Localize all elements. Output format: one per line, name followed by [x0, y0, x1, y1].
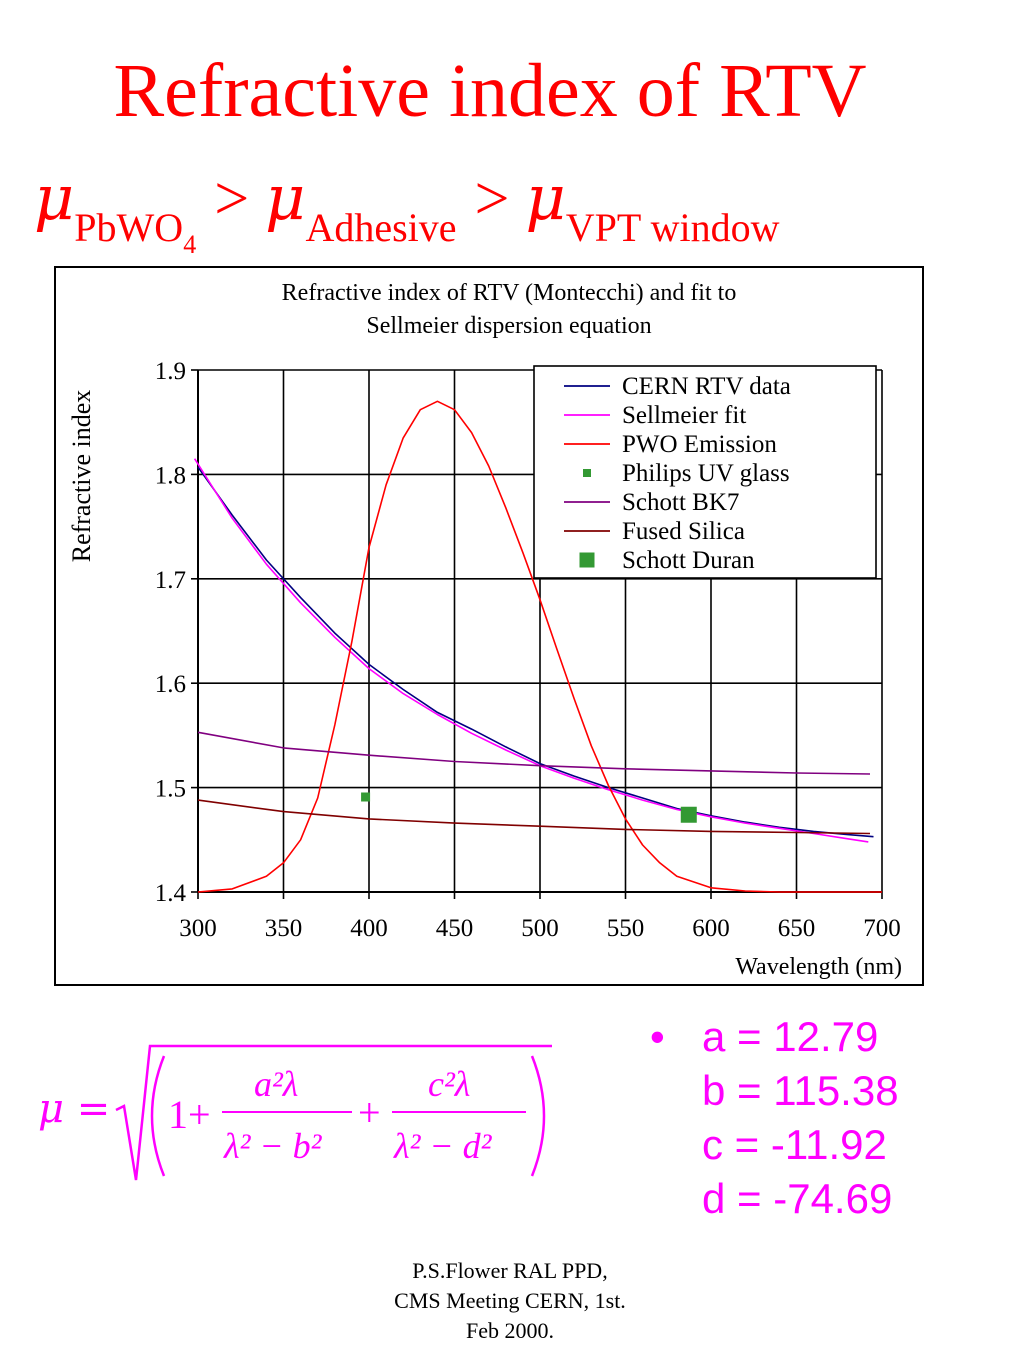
x-tick-label: 650: [778, 915, 816, 942]
adhesive-subscript: Adhesive: [305, 205, 457, 250]
credit-line-3: Feb 2000.: [466, 1318, 554, 1343]
x-axis-label: Wavelength (nm): [735, 954, 902, 980]
chart-title-line: Refractive index of RTV (Montecchi) and …: [282, 280, 737, 306]
mu-symbol: μ: [265, 161, 306, 234]
chart-frame: Refractive index of RTV (Montecchi) and …: [54, 266, 924, 986]
y-tick-label: 1.7: [155, 567, 186, 594]
y-tick-label: 1.6: [155, 671, 186, 698]
refractive-index-relation: μPbWO4> μAdhesive > μVPT window: [34, 158, 780, 285]
legend-swatch: [583, 469, 591, 477]
legend-entry: Fused Silica: [622, 518, 745, 545]
legend-entry: PWO Emission: [622, 431, 777, 458]
bullet-marker: •: [650, 1013, 665, 1060]
x-tick-label: 300: [179, 915, 217, 942]
series-line-pwo-emission: [197, 400, 882, 893]
credit-line-2: CMS Meeting CERN, 1st.: [394, 1288, 626, 1313]
x-tick-label: 400: [350, 915, 388, 942]
y-tick-label: 1.5: [155, 776, 186, 803]
slide-title: Refractive index of RTV: [113, 49, 867, 133]
param-a: a = 12.79: [702, 1013, 879, 1060]
mu-symbol: μ: [525, 161, 566, 234]
y-axis-label: Refractive index: [67, 390, 96, 563]
greater-than-symbol: >: [474, 165, 510, 233]
legend-entry: CERN RTV data: [622, 373, 791, 400]
credit-line-1: P.S.Flower RAL PPD,: [412, 1258, 608, 1283]
x-tick-label: 450: [436, 915, 474, 942]
credits: P.S.Flower RAL PPD, CMS Meeting CERN, 1s…: [340, 1256, 680, 1346]
legend-entry: Schott Duran: [622, 547, 755, 574]
vpt-window-subscript: VPT window: [565, 205, 780, 250]
pbwo-text: PbWO: [74, 205, 184, 250]
pbwo4-subscript: PbWO4: [74, 205, 196, 259]
formula-numerator-2: c²λ: [428, 1064, 470, 1104]
x-tick-label: 700: [863, 915, 901, 942]
formula-plus: +: [358, 1090, 381, 1135]
sellmeier-formula: μ = 1+ a²λ λ² − b² + c²λ λ² − d²: [38, 1044, 552, 1181]
formula-denominator-1: λ² − b²: [223, 1126, 323, 1166]
param-c: c = -11.92: [702, 1121, 887, 1168]
x-tick-label: 600: [692, 915, 730, 942]
param-d: d = -74.69: [702, 1175, 893, 1222]
data-point-philips-uv-glass: [361, 792, 371, 802]
pbwo-index: 4: [183, 230, 197, 259]
right-paren: [530, 1055, 546, 1177]
param-b: b = 115.38: [702, 1067, 899, 1114]
series-line-schott-bk7: [197, 731, 871, 775]
chart-title-line: Sellmeier dispersion equation: [366, 313, 651, 339]
left-paren: [150, 1055, 166, 1177]
x-tick-label: 500: [521, 915, 559, 942]
greater-than-symbol: >: [214, 165, 250, 233]
x-tick-label: 350: [265, 915, 303, 942]
refractive-index-chart: Refractive index of RTV (Montecchi) and …: [67, 280, 902, 980]
y-tick-label: 1.9: [155, 358, 186, 385]
y-tick-label: 1.4: [155, 880, 187, 907]
data-point-schott-duran: [680, 806, 697, 823]
formula-one-plus: 1+: [168, 1092, 211, 1137]
series-line-cern-rtv-data: [197, 466, 874, 838]
legend-entry: Sellmeier fit: [622, 402, 746, 429]
fit-parameters: • a = 12.79 b = 115.38 c = -11.92 d = -7…: [650, 1010, 899, 1226]
formula-denominator-2: λ² − d²: [393, 1126, 493, 1166]
formula-numerator-1: a²λ: [254, 1064, 298, 1104]
mu-symbol: μ: [34, 161, 75, 234]
y-tick-label: 1.8: [155, 462, 186, 489]
formula-lhs: μ =: [38, 1086, 110, 1132]
radical-sign: [115, 1044, 552, 1181]
x-tick-label: 550: [607, 915, 645, 942]
series-line-fused-silica: [197, 799, 871, 835]
legend-entry: Schott BK7: [622, 489, 739, 516]
legend-swatch: [579, 552, 595, 568]
legend-entry: Philips UV glass: [622, 460, 790, 487]
